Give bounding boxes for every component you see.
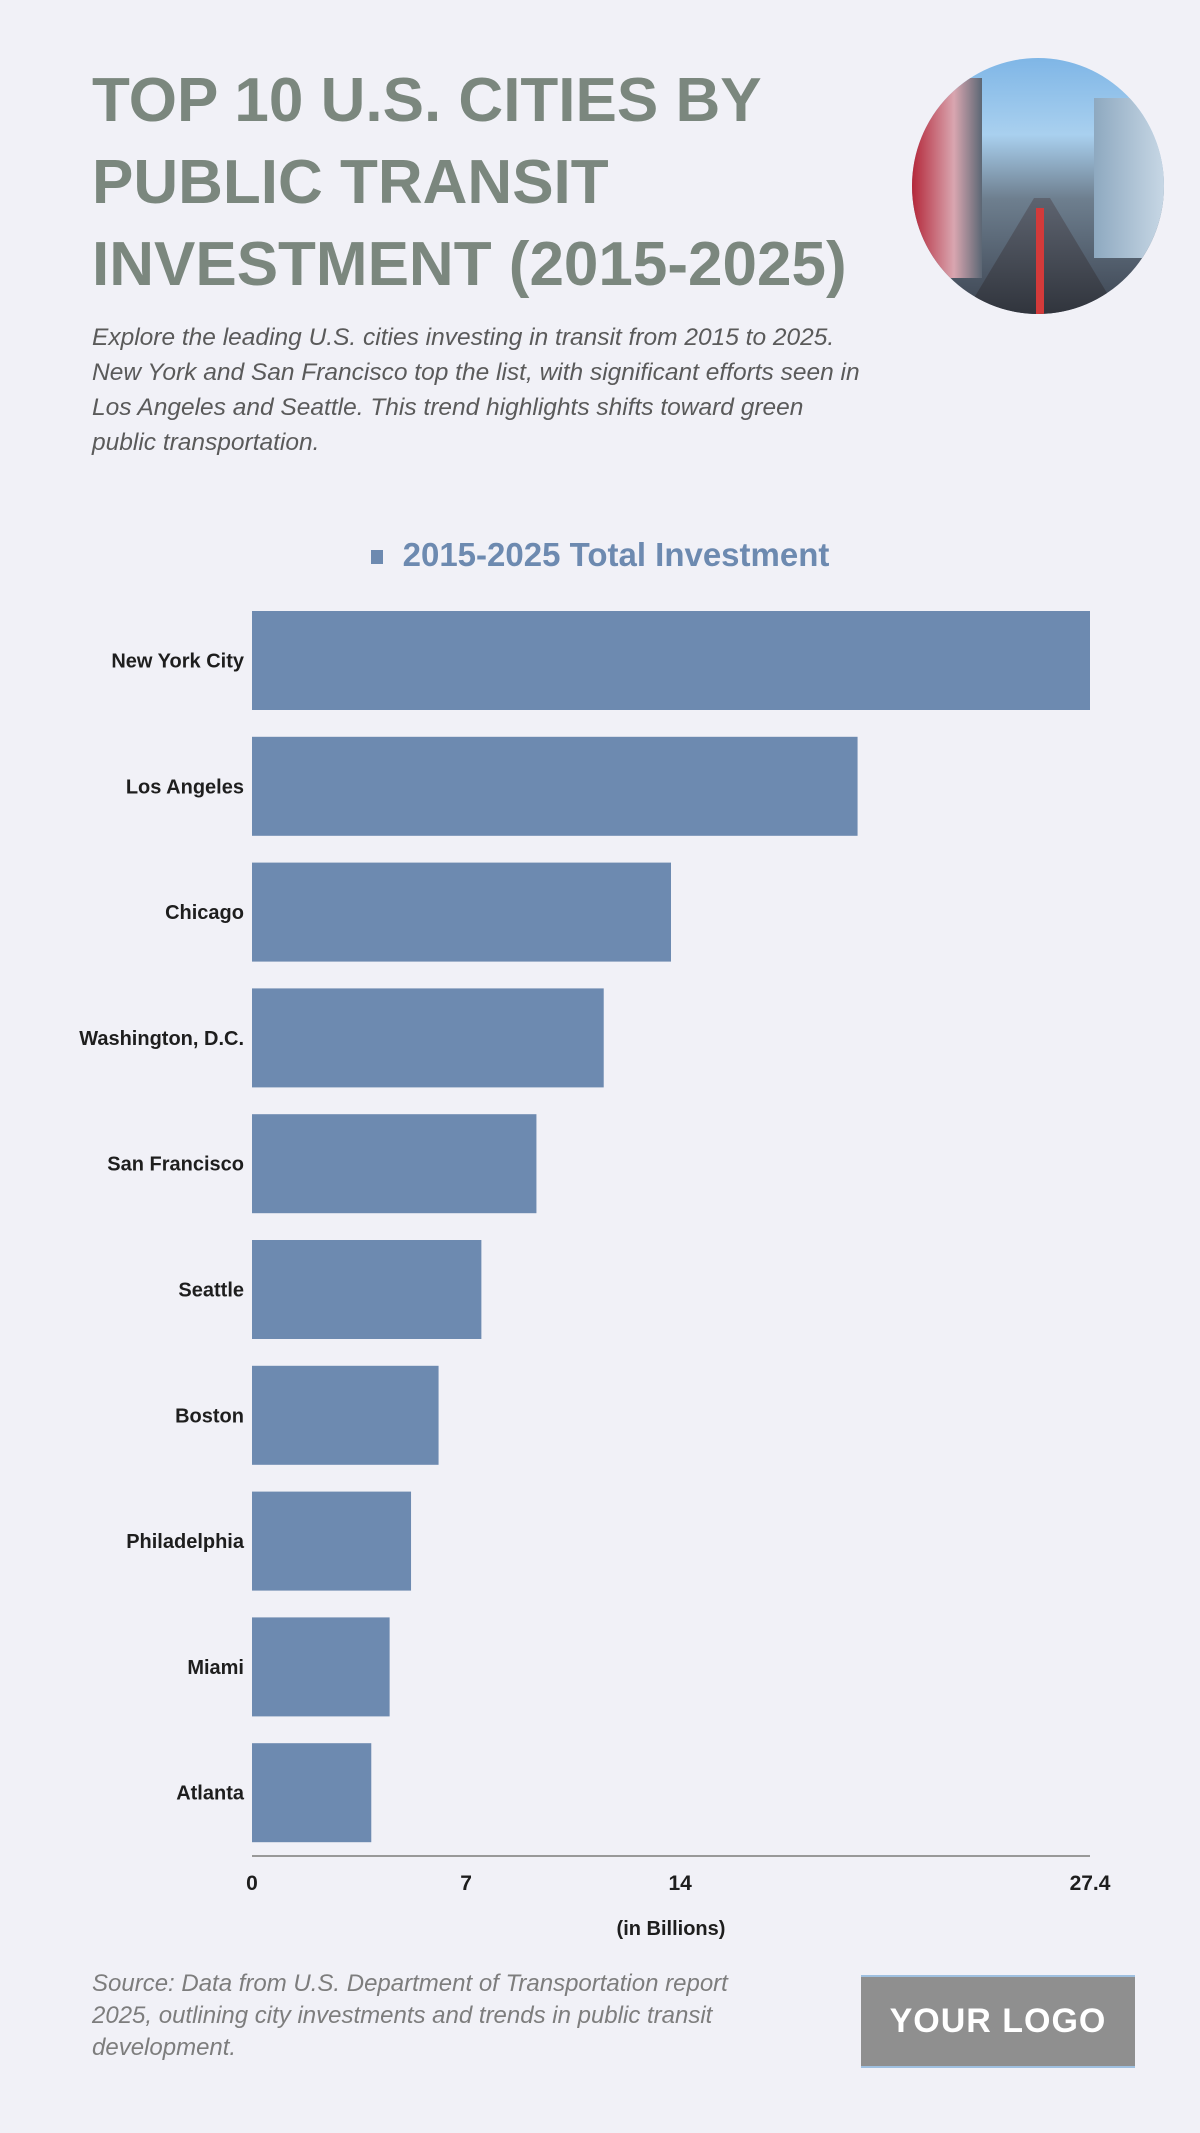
category-label: New York City: [111, 651, 245, 673]
page-subtitle: Explore the leading U.S. cities investin…: [92, 324, 860, 456]
category-label: San Francisco: [107, 1154, 244, 1176]
bar-chicago: [252, 862, 671, 962]
category-label: Washington, D.C.: [79, 1028, 244, 1050]
logo-placeholder: YOUR LOGO: [861, 1975, 1135, 2068]
source-note: Source: Data from U.S. Department of Tra…: [92, 1970, 728, 2061]
legend-swatch: [370, 550, 383, 565]
bar-seattle: [252, 1240, 482, 1339]
bar-san-francisco: [252, 1114, 537, 1214]
category-label: Chicago: [165, 902, 244, 924]
bar-philadelphia: [252, 1491, 412, 1591]
legend-label: 2015-2025 Total Investment: [402, 536, 830, 573]
bar-washington-d-c-: [252, 988, 604, 1088]
category-label: Atlanta: [176, 1783, 245, 1805]
category-label: Miami: [187, 1657, 244, 1679]
category-label: Philadelphia: [126, 1531, 245, 1553]
bar-new-york-city: [252, 611, 1090, 710]
category-label: Boston: [175, 1405, 244, 1427]
chart-legend: 2015-2025 Total Investment: [0, 536, 1200, 574]
page-header: TOP 10 U.S. CITIES BY PUBLIC TRANSIT INV…: [92, 60, 912, 460]
category-label: Seattle: [178, 1280, 244, 1302]
x-tick-label: 27.4: [1070, 1872, 1111, 1895]
category-label: Los Angeles: [126, 776, 244, 798]
bar-miami: [252, 1617, 390, 1717]
x-tick-label: 14: [668, 1872, 692, 1895]
page-title: TOP 10 U.S. CITIES BY PUBLIC TRANSIT INV…: [92, 66, 847, 299]
bar-boston: [252, 1365, 439, 1465]
x-tick-label: 7: [460, 1872, 472, 1895]
x-tick-label: 0: [246, 1872, 258, 1895]
x-axis-title: (in Billions): [617, 1918, 726, 1940]
city-photo: [912, 58, 1164, 314]
bar-atlanta: [252, 1743, 372, 1843]
bar-los-angeles: [252, 736, 858, 836]
